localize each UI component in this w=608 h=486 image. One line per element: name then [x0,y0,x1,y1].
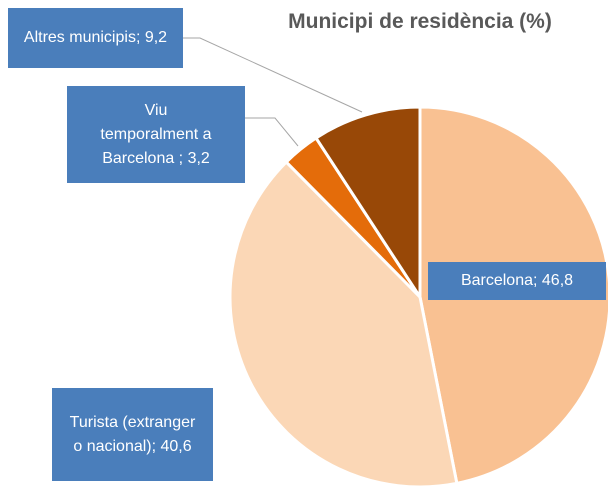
data-label-text: Barcelona; 46,8 [460,272,574,289]
chart-title: Municipi de residència (%) [288,10,552,33]
data-label-text: Viu temporalment a Barcelona ; 3,2 [100,101,212,167]
data-label: Altres municipis; 9,2 [8,8,183,68]
leader-line [183,37,363,113]
pie-slice [228,159,459,486]
data-label-text: Altres municipis; 9,2 [23,29,168,46]
pie-slice [313,105,422,303]
leader-line [245,117,299,147]
data-label: Viu temporalment a Barcelona ; 3,2 [67,86,245,183]
data-label: Turista (extranger o nacional); 40,6 [52,388,213,481]
data-label: Barcelona; 46,8 [428,262,606,300]
data-label-text: Turista (extranger o nacional); 40,6 [69,413,196,455]
